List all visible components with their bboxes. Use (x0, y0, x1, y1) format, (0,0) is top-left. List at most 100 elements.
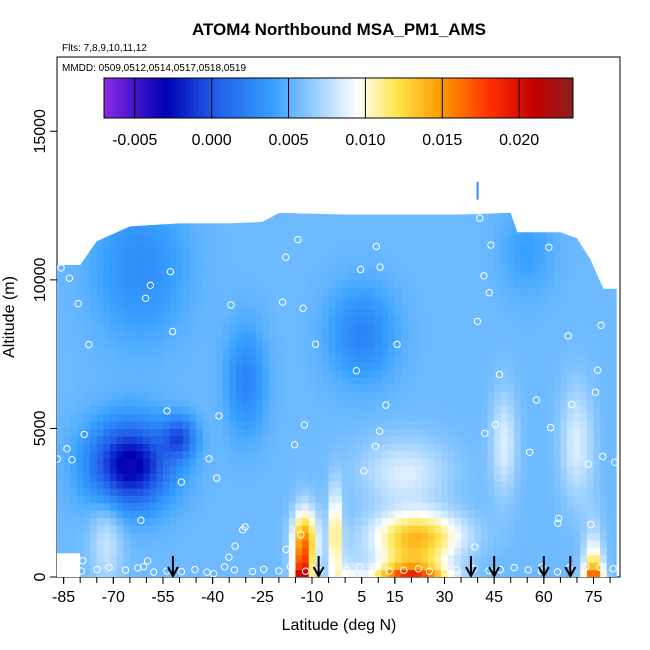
heatmap-cell (202, 317, 210, 326)
heatmap-cell (374, 547, 383, 556)
heatmap-cell (169, 250, 177, 259)
heatmap-cell (527, 250, 535, 259)
heatmap-cell (143, 413, 151, 422)
heatmap-cell (500, 391, 508, 400)
heatmap-cell (500, 502, 508, 511)
heatmap-cell (427, 250, 436, 259)
measurement-marker (553, 568, 562, 576)
heatmap-cell (249, 242, 257, 251)
heatmap-cell (136, 242, 144, 251)
heatmap-cell (467, 421, 475, 430)
heatmap-cell (262, 324, 270, 333)
heatmap-cell (408, 465, 416, 474)
heatmap-cell (540, 391, 548, 400)
heatmap-cell (242, 435, 250, 444)
heatmap-cell (129, 443, 138, 452)
y-tick-label: 10000 (32, 258, 49, 303)
heatmap-cell (96, 391, 104, 400)
heatmap-cell (441, 339, 449, 348)
heatmap-cell (560, 413, 568, 422)
heatmap-cell (335, 487, 343, 496)
heatmap-cell (149, 213, 157, 214)
heatmap-cell (176, 421, 184, 430)
heatmap-cell (606, 421, 614, 430)
heatmap-cell (447, 220, 456, 229)
y-tick-label: 0 (32, 572, 49, 581)
heatmap-cell (401, 294, 409, 303)
heatmap-cell (348, 413, 356, 422)
heatmap-cell (394, 317, 403, 326)
heatmap-cell (202, 235, 210, 244)
heatmap-cell (374, 213, 383, 214)
heatmap-cell (401, 421, 409, 430)
heatmap-cell (215, 398, 224, 407)
heatmap-cell (229, 309, 237, 318)
heatmap-cell (461, 502, 469, 511)
heatmap-cell (388, 562, 396, 571)
heatmap-cell (255, 562, 263, 571)
heatmap-cell (533, 510, 542, 519)
heatmap-cell (249, 354, 257, 363)
heatmap-cell (308, 495, 316, 504)
heatmap-cell (461, 398, 469, 407)
y-tick-label: 15000 (32, 109, 49, 154)
heatmap-cell (302, 495, 310, 504)
heatmap-cell (149, 346, 157, 355)
heatmap-cell (57, 324, 65, 333)
heatmap-cell (156, 220, 164, 229)
heatmap-cell (143, 331, 151, 340)
heatmap-cell (57, 265, 65, 274)
heatmap-cell (196, 465, 204, 474)
colorbar-segment (205, 78, 211, 118)
heatmap-cell (295, 554, 303, 563)
heatmap-cell (593, 406, 601, 415)
heatmap-cell (176, 480, 184, 489)
heatmap-cell (136, 213, 144, 222)
heatmap-cell (63, 383, 71, 392)
heatmap-cell (361, 421, 369, 430)
heatmap-cell (474, 495, 482, 504)
heatmap-cell (593, 257, 601, 266)
heatmap-cell (321, 213, 330, 222)
heatmap-cell (57, 406, 65, 415)
heatmap-cell (90, 235, 98, 244)
heatmap-cell (202, 480, 210, 489)
heatmap-cell (527, 406, 535, 415)
heatmap-cell (368, 495, 376, 504)
heatmap-cell (341, 547, 350, 556)
heatmap-cell (527, 539, 535, 548)
heatmap-cell (487, 213, 495, 214)
heatmap-cell (600, 413, 608, 422)
heatmap-cell (573, 562, 581, 571)
heatmap-cell (355, 473, 363, 482)
heatmap-cell (302, 398, 310, 407)
heatmap-cell (361, 265, 369, 274)
heatmap-cell (116, 265, 124, 274)
colorbar-frame (103, 77, 574, 119)
heatmap-cell (143, 569, 151, 577)
heatmap-cell (229, 213, 237, 214)
heatmap-cell (255, 309, 263, 318)
heatmap-cell (149, 309, 157, 318)
heatmap-cell (494, 309, 502, 318)
heatmap-cell (394, 213, 403, 214)
heatmap-cell (103, 443, 111, 452)
heatmap-cell (156, 213, 164, 214)
heatmap-cell (586, 302, 595, 311)
heatmap-cell (109, 517, 118, 526)
heatmap-cell (255, 532, 263, 541)
heatmap-cell (567, 428, 575, 437)
heatmap-cell (249, 339, 257, 348)
heatmap-cell (215, 547, 224, 556)
heatmap-cell (202, 294, 210, 303)
heatmap-cell (573, 272, 581, 281)
heatmap-cell (527, 272, 535, 281)
heatmap-cell (202, 421, 210, 430)
heatmap-cell (335, 354, 343, 363)
heatmap-cell (573, 413, 581, 422)
heatmap-cell (454, 376, 462, 385)
heatmap-cell (76, 324, 85, 333)
heatmap-cell (57, 547, 65, 556)
heatmap-cell (500, 517, 508, 526)
